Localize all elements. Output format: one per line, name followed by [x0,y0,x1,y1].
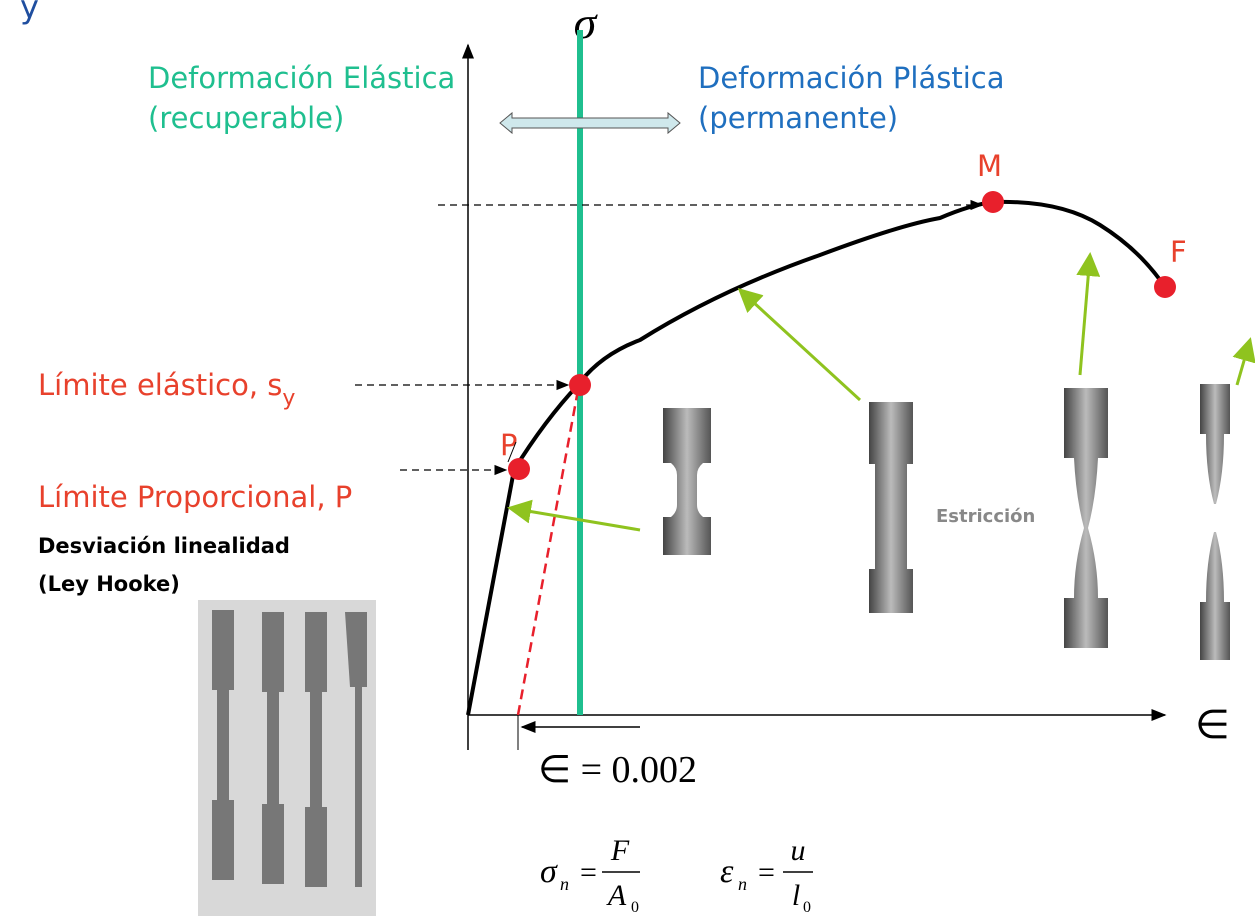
photo-specimens [212,610,367,887]
elastic-title: Deformación Elástica [148,61,455,95]
svg-text:σ: σ [540,853,558,890]
necking-label: Estricción [936,506,1035,527]
formula-2: ε n = u l 0 [720,834,813,916]
svg-text:=: = [580,856,597,889]
arrows [507,252,1255,532]
header-title: y [20,0,39,26]
hooke-label: (Ley Hooke) [38,572,180,596]
svg-text:A: A [606,879,627,912]
offset-line [516,389,580,716]
stress-strain-curve [466,199,1167,716]
svg-text:u: u [791,834,806,867]
guides [355,199,984,476]
plastic-note: (permanente) [698,101,898,135]
proportional-label: Límite Proporcional, P [38,480,352,514]
svg-text:0: 0 [631,899,639,916]
points [508,191,1176,480]
svg-text:n: n [738,874,747,894]
specimens [663,384,1230,660]
svg-text:ε: ε [720,853,734,890]
svg-text:l: l [792,879,800,912]
offset-label: ∈ = 0.002 [538,749,697,791]
plastic-title: Deformación Plástica [698,61,1004,95]
deviation-label: Desviación linealidad [38,534,290,558]
formula-1: σ n = F A 0 [540,834,640,916]
svg-text:=: = [758,856,775,889]
yield-label: Límite elástico, sy [38,368,295,411]
p-tick [507,441,517,463]
point-m: M [977,149,1002,183]
svg-text:F: F [610,834,630,867]
point-p: P [500,428,518,462]
point-f: F [1170,235,1187,269]
svg-text:n: n [560,874,569,894]
x-axis-label: ∈ [1195,702,1230,747]
double-arrow [499,111,681,135]
elastic-note: (recuperable) [148,101,344,135]
svg-text:0: 0 [803,899,811,916]
